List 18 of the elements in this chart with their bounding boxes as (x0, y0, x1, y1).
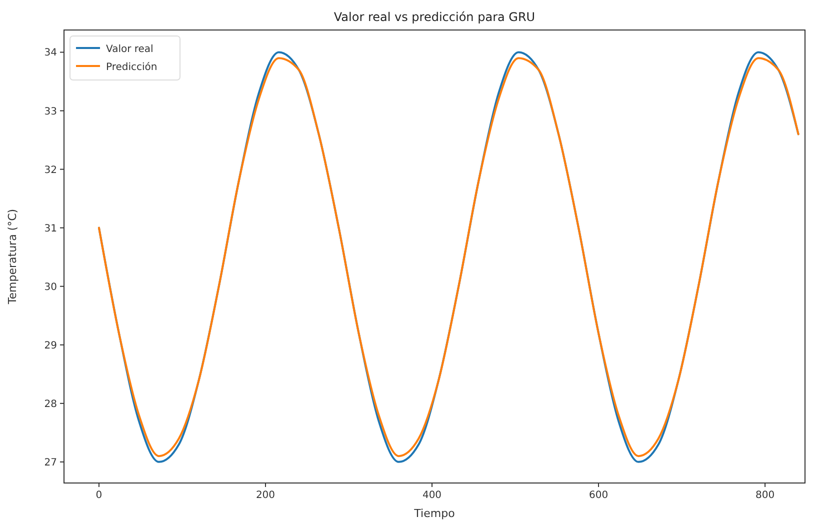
x-tick-label: 400 (422, 490, 442, 501)
x-tick-label: 800 (755, 490, 775, 501)
y-tick-label: 33 (44, 106, 57, 118)
x-tick-label: 200 (256, 490, 276, 501)
y-tick-label: 34 (44, 48, 57, 59)
y-tick-label: 28 (44, 398, 57, 410)
y-tick-label: 31 (44, 223, 57, 234)
legend-label: Predicción (106, 62, 158, 73)
y-axis-title: Temperatura (°C) (6, 208, 19, 306)
chart-title: Valor real vs predicción para GRU (334, 10, 536, 24)
x-tick-label: 0 (96, 490, 102, 501)
legend-label: Valor real (106, 44, 154, 55)
y-tick-label: 32 (44, 164, 57, 176)
x-tick-label: 600 (588, 490, 608, 501)
y-tick-label: 30 (44, 282, 57, 293)
y-tick-label: 27 (44, 457, 57, 468)
y-tick-label: 29 (44, 340, 57, 352)
x-axis-title: Tiempo (413, 507, 456, 520)
